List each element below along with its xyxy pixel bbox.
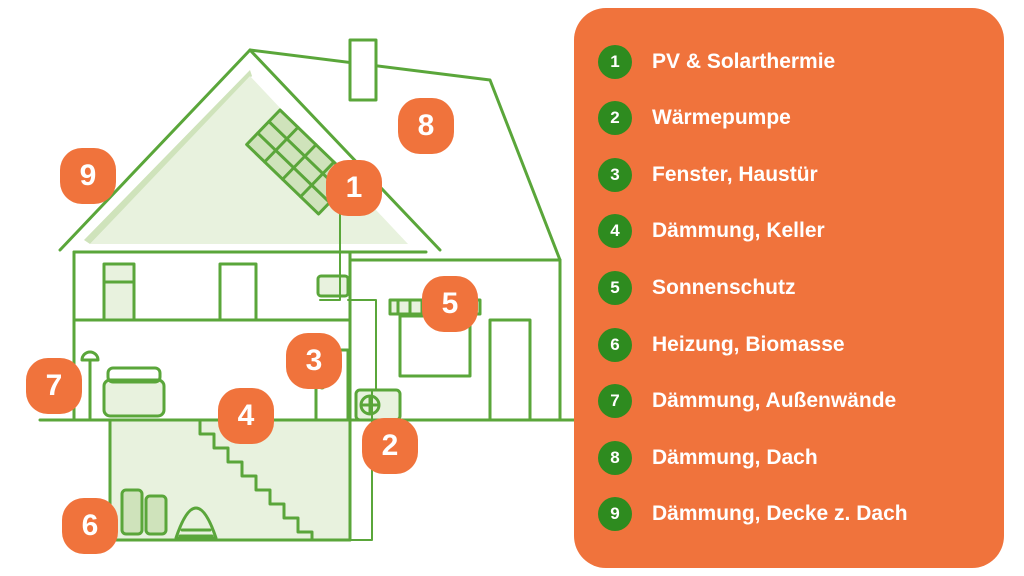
legend-badge-number: 9 <box>610 504 619 524</box>
house-marker-6: 6 <box>62 498 118 554</box>
legend-label: Fenster, Haustür <box>652 163 818 187</box>
legend-badge-number: 2 <box>610 108 619 128</box>
legend-badge-number: 1 <box>610 52 619 72</box>
legend-row-9: 9 Dämmung, Decke z. Dach <box>598 497 980 531</box>
marker-number: 2 <box>382 431 399 461</box>
marker-number: 6 <box>82 511 99 541</box>
legend-row-1: 1 PV & Solarthermie <box>598 45 980 79</box>
marker-number: 9 <box>80 161 97 191</box>
legend-badge-number: 8 <box>610 448 619 468</box>
legend-row-6: 6 Heizung, Biomasse <box>598 328 980 362</box>
legend-row-3: 3 Fenster, Haustür <box>598 158 980 192</box>
legend-label: Wärmepumpe <box>652 106 791 130</box>
house-marker-5: 5 <box>422 276 478 332</box>
legend-badge: 6 <box>598 328 632 362</box>
house-marker-9: 9 <box>60 148 116 204</box>
legend-label: Dämmung, Dach <box>652 446 818 470</box>
legend-badge: 9 <box>598 497 632 531</box>
legend-label: Dämmung, Keller <box>652 219 825 243</box>
house-marker-2: 2 <box>362 418 418 474</box>
house-marker-1: 1 <box>326 160 382 216</box>
legend-badge: 7 <box>598 384 632 418</box>
legend-row-8: 8 Dämmung, Dach <box>598 441 980 475</box>
marker-number: 3 <box>306 346 323 376</box>
legend-row-7: 7 Dämmung, Außenwände <box>598 384 980 418</box>
house-diagram <box>20 20 580 560</box>
marker-number: 8 <box>418 111 435 141</box>
legend-badge: 8 <box>598 441 632 475</box>
marker-number: 4 <box>238 401 255 431</box>
legend-badge-number: 7 <box>610 391 619 411</box>
legend-row-2: 2 Wärmepumpe <box>598 101 980 135</box>
legend-row-5: 5 Sonnenschutz <box>598 271 980 305</box>
house-marker-3: 3 <box>286 333 342 389</box>
legend-badge-number: 5 <box>610 278 619 298</box>
legend-label: Heizung, Biomasse <box>652 333 845 357</box>
marker-number: 7 <box>46 371 63 401</box>
legend-badge: 4 <box>598 214 632 248</box>
legend-label: PV & Solarthermie <box>652 50 835 74</box>
legend-badge-number: 3 <box>610 165 619 185</box>
legend-label: Dämmung, Außenwände <box>652 389 896 413</box>
infographic-stage: 1 2 3 4 5 6 7 8 9 1 PV & Solarthermie 2 Wärmepumpe 3… <box>0 0 1024 576</box>
legend-row-4: 4 Dämmung, Keller <box>598 214 980 248</box>
legend-badge: 3 <box>598 158 632 192</box>
marker-number: 5 <box>442 289 459 319</box>
legend-badge: 2 <box>598 101 632 135</box>
legend-panel: 1 PV & Solarthermie 2 Wärmepumpe 3 Fenster, H… <box>574 8 1004 568</box>
legend-badge: 5 <box>598 271 632 305</box>
house-marker-8: 8 <box>398 98 454 154</box>
house-marker-4: 4 <box>218 388 274 444</box>
legend-badge-number: 6 <box>610 335 619 355</box>
legend-badge-number: 4 <box>610 221 619 241</box>
house-marker-7: 7 <box>26 358 82 414</box>
legend-label: Dämmung, Decke z. Dach <box>652 502 908 526</box>
marker-number: 1 <box>346 173 363 203</box>
legend-badge: 1 <box>598 45 632 79</box>
legend-label: Sonnenschutz <box>652 276 796 300</box>
